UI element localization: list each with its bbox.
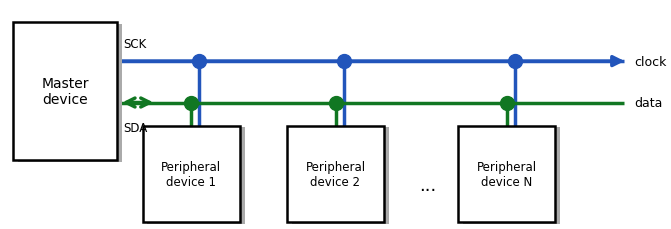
FancyBboxPatch shape xyxy=(292,128,389,224)
FancyBboxPatch shape xyxy=(142,126,240,222)
Text: Peripheral
device 1: Peripheral device 1 xyxy=(161,160,221,188)
FancyBboxPatch shape xyxy=(13,23,117,160)
Text: SCK: SCK xyxy=(123,37,146,50)
Point xyxy=(194,60,205,64)
Point xyxy=(186,101,197,105)
Point xyxy=(338,60,349,64)
Point xyxy=(330,101,341,105)
FancyBboxPatch shape xyxy=(147,128,244,224)
Text: Peripheral
device 2: Peripheral device 2 xyxy=(305,160,366,188)
FancyBboxPatch shape xyxy=(18,25,122,162)
FancyBboxPatch shape xyxy=(287,126,384,222)
Text: ...: ... xyxy=(419,177,437,194)
Text: Peripheral
device N: Peripheral device N xyxy=(476,160,537,188)
Text: SDA: SDA xyxy=(123,121,147,134)
Text: Master
device: Master device xyxy=(42,76,89,107)
FancyBboxPatch shape xyxy=(458,126,556,222)
Text: data: data xyxy=(634,97,662,109)
Point xyxy=(509,60,520,64)
Point xyxy=(501,101,512,105)
Text: clock: clock xyxy=(634,55,666,68)
FancyBboxPatch shape xyxy=(463,128,560,224)
